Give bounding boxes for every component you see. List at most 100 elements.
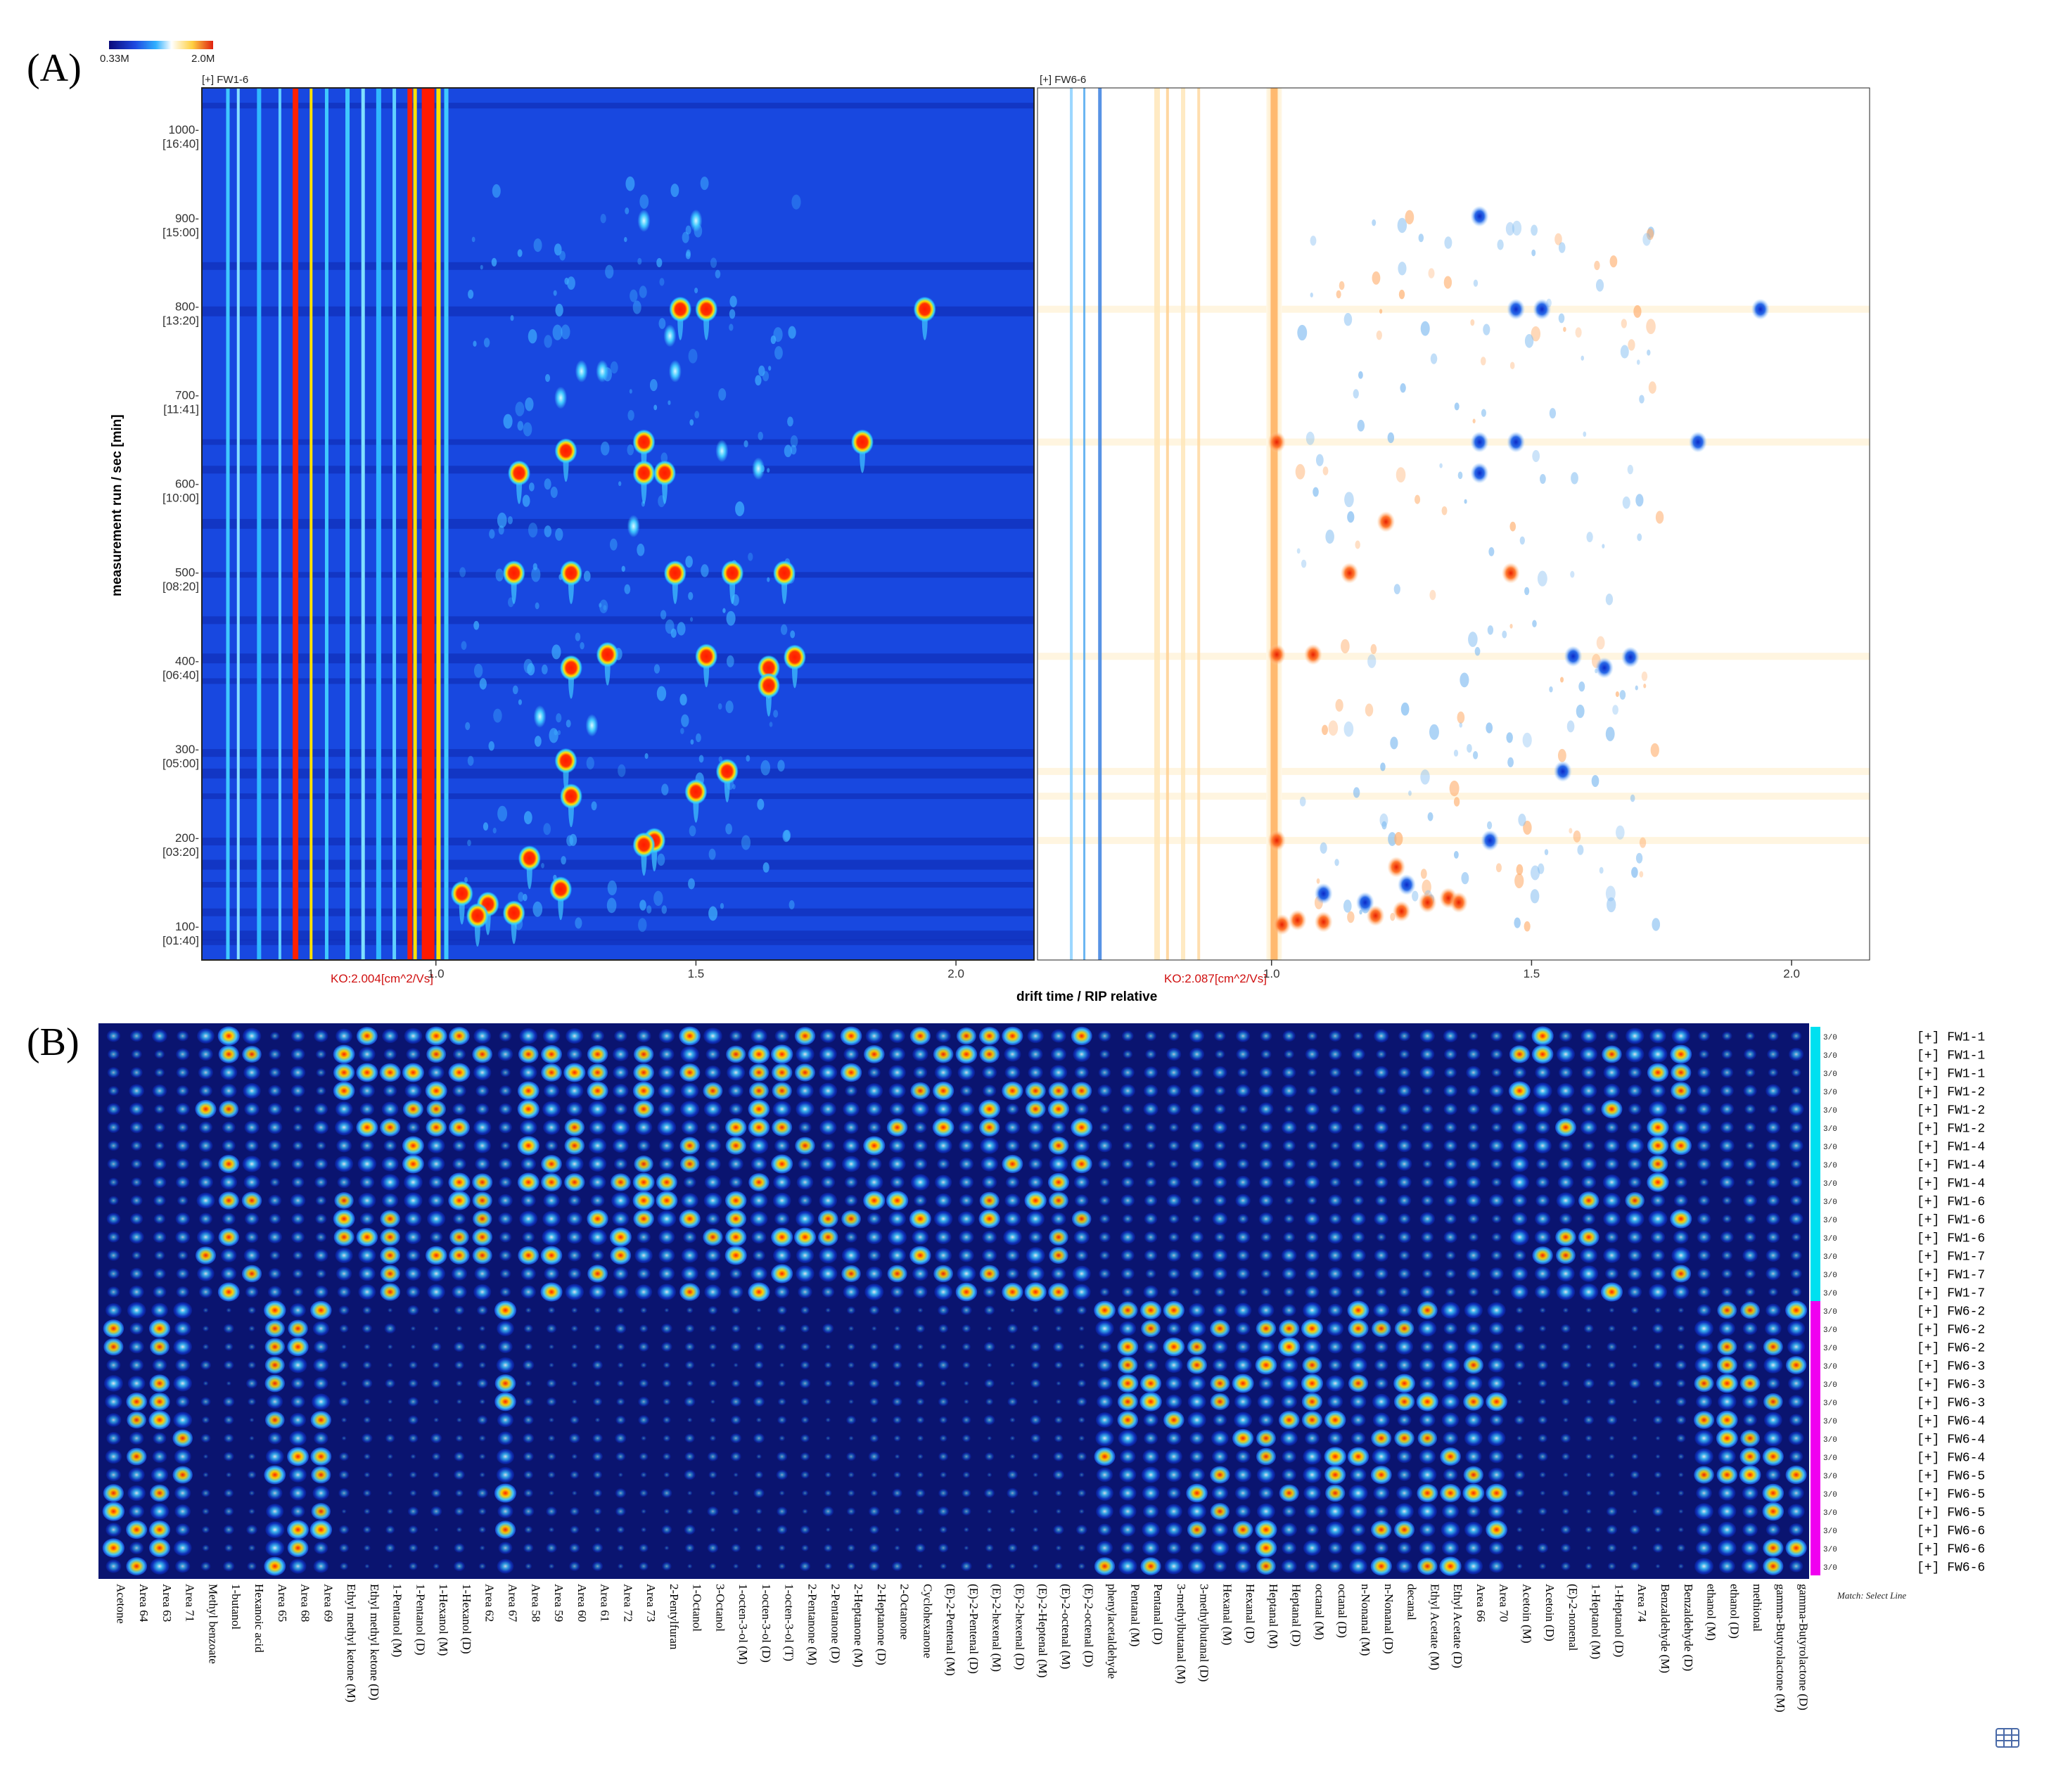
heatmap-cell <box>932 1118 954 1137</box>
heatmap-cell <box>615 1415 626 1425</box>
heatmap-cell <box>982 1175 997 1189</box>
heatmap-cell <box>154 1049 165 1059</box>
heatmap-cell <box>1581 1028 1597 1044</box>
column-label: Area 62 <box>483 1584 497 1622</box>
heatmap-cell <box>1033 1527 1039 1532</box>
heatmap-cell <box>408 1378 419 1388</box>
heatmap-cell <box>1142 1485 1160 1501</box>
heatmap-cell <box>494 1483 517 1503</box>
heatmap-cell <box>1145 1159 1156 1169</box>
heatmap-cell <box>244 1212 260 1225</box>
heatmap-cell <box>1071 1026 1092 1046</box>
heatmap-cell <box>1766 1084 1781 1098</box>
heatmap-cell <box>615 1488 627 1498</box>
heatmap-cell <box>1490 1122 1502 1132</box>
row-label: [+] FW6-2 <box>1917 1305 1985 1319</box>
noise-spot <box>1619 690 1626 700</box>
plot-a-right-frame <box>1037 87 1870 961</box>
heatmap-cell <box>939 1435 947 1442</box>
peak-spot <box>502 900 525 926</box>
heatmap-cell <box>1670 1044 1692 1064</box>
heatmap-cell <box>821 1139 836 1153</box>
heatmap-cell <box>1258 1194 1274 1207</box>
heatmap-cell <box>1785 1538 1807 1558</box>
heatmap-cell <box>224 1506 234 1516</box>
heatmap-cell <box>408 1544 419 1552</box>
heatmap-cell <box>1722 1031 1732 1041</box>
heatmap-cell <box>1580 1120 1597 1135</box>
noise-spot <box>507 516 513 525</box>
heatmap-cell <box>1467 1048 1481 1061</box>
heatmap-cell <box>566 1047 582 1061</box>
noise-spot <box>1652 918 1661 931</box>
heatmap-cell <box>1212 1358 1227 1372</box>
heatmap-cell <box>800 1324 810 1333</box>
heatmap-cell <box>939 1416 948 1424</box>
grid-icon[interactable] <box>1996 1728 2019 1748</box>
heatmap-cell <box>1489 1340 1504 1353</box>
noise-spot <box>1336 290 1341 299</box>
heatmap-cell <box>1630 1306 1639 1314</box>
heatmap-cell <box>1538 1379 1547 1388</box>
heatmap-cell <box>1353 1068 1364 1077</box>
heatmap-cell <box>379 1063 401 1082</box>
heatmap-cell <box>174 1449 191 1464</box>
heatmap-cell <box>661 1525 672 1535</box>
y-tick-label: 700- <box>175 389 199 402</box>
heatmap-cell <box>1374 1212 1389 1226</box>
column-label: Ethyl Acetate (D) <box>1451 1584 1464 1668</box>
heatmap-cell <box>107 1067 120 1078</box>
column-label: Hexanal (M) <box>1220 1584 1234 1645</box>
heatmap-cell <box>612 1138 629 1153</box>
noise-spot <box>1563 326 1566 332</box>
heatmap-cell <box>245 1139 259 1152</box>
heatmap-cell <box>728 1157 743 1171</box>
heatmap-cell <box>1143 1413 1158 1427</box>
heatmap-cell <box>129 1542 144 1554</box>
heatmap-cell <box>220 1065 238 1080</box>
heatmap-cell <box>1071 1154 1092 1174</box>
noise-spot <box>1519 536 1525 545</box>
rip-stripe <box>345 88 350 960</box>
noise-spot <box>1639 395 1645 404</box>
heatmap-cell <box>1556 1192 1576 1209</box>
heatmap-cell <box>824 1563 832 1570</box>
plot-a-right-title: [+] FW6-6 <box>1040 74 1086 86</box>
heatmap-cell <box>1607 1562 1616 1570</box>
heatmap-cell <box>1027 1120 1044 1135</box>
row-label: [+] FW6-4 <box>1917 1433 1985 1447</box>
peak-spot <box>518 845 541 871</box>
heatmap-cell <box>1440 1483 1462 1503</box>
heatmap-cell <box>1489 1084 1504 1098</box>
heatmap-cell <box>1075 1249 1089 1262</box>
heatmap-cell <box>679 1026 701 1046</box>
heatmap-cell <box>686 1307 694 1314</box>
x-tick-label: 1.0 <box>1263 967 1280 980</box>
heatmap-cell <box>1515 1452 1524 1461</box>
noise-spot <box>1524 587 1530 596</box>
heatmap-cell <box>452 1285 467 1299</box>
noise-spot <box>1439 463 1443 468</box>
heatmap-cell <box>1628 1176 1642 1189</box>
heatmap-cell <box>498 1193 513 1208</box>
noise-spot <box>552 324 563 340</box>
heatmap-cell <box>363 1525 371 1534</box>
heatmap-cell <box>657 1284 677 1300</box>
heatmap-cell <box>406 1249 421 1262</box>
heatmap-cell <box>656 1172 677 1192</box>
heatmap-cell <box>1419 1540 1436 1556</box>
heatmap-cell <box>1421 1195 1434 1206</box>
heatmap-cell <box>1142 1521 1160 1538</box>
heatmap-cell <box>433 1563 440 1570</box>
heatmap-cell <box>198 1286 213 1298</box>
noise-spot <box>610 361 618 374</box>
horizontal-band <box>202 466 1034 474</box>
heatmap-cell <box>1189 1431 1205 1445</box>
heatmap-cell <box>547 1435 556 1442</box>
heatmap-cell <box>472 1210 492 1227</box>
heatmap-cell <box>796 1175 814 1190</box>
heatmap-cell <box>1048 1137 1069 1155</box>
heatmap-cell <box>1142 1449 1159 1464</box>
heatmap-cell <box>1236 1267 1250 1280</box>
heatmap-cell <box>778 1563 786 1570</box>
